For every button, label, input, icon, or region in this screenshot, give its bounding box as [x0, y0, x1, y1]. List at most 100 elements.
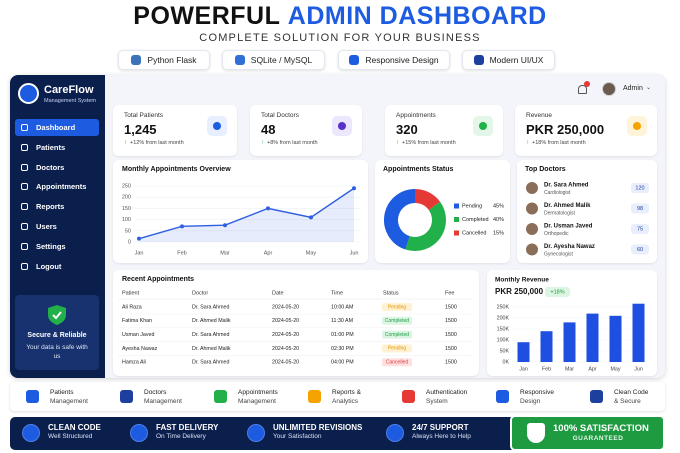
- menu-label: Dashboard: [36, 123, 76, 132]
- y-tick-label: 250: [122, 183, 131, 189]
- doctor-specialty: Dermatologist: [544, 210, 575, 216]
- stat-icon: [207, 116, 227, 136]
- table-cell: 2024-05-20: [272, 332, 299, 338]
- line-point: [223, 223, 227, 228]
- stat-label: Total Patients: [124, 112, 164, 119]
- table-card: [113, 270, 479, 376]
- table-cell: 2024-05-20: [272, 318, 299, 324]
- banner-subtitle: Well Structured: [48, 433, 93, 440]
- user-avatar[interactable]: [602, 82, 616, 96]
- table-cell: 2024-05-20: [272, 360, 299, 366]
- donut-segment: [384, 189, 416, 250]
- menu-label: Settings: [36, 241, 66, 251]
- doctor-avatar: [526, 182, 538, 194]
- doctor-count: 75: [637, 226, 643, 232]
- user-name: Admin: [623, 85, 643, 92]
- tech-label: Python Flask: [147, 55, 197, 65]
- menu-item[interactable]: Logout: [15, 258, 99, 275]
- stat-card: Total Doctors 48 ↑ +8% from last month: [250, 105, 362, 156]
- stat-card: Revenue PKR 250,000 ↑ +18% from last month: [515, 105, 657, 156]
- status-pill: [382, 303, 412, 311]
- feature-icon: [26, 390, 39, 403]
- feature-title: Clean Code: [614, 389, 649, 396]
- bar: [517, 342, 530, 362]
- brand-logo: [18, 83, 39, 104]
- table-cell: 04:00 PM: [331, 360, 354, 366]
- status-pill: [382, 344, 412, 353]
- menu-item[interactable]: Dashboard: [15, 119, 99, 136]
- tech-label: Responsive Design: [365, 55, 439, 65]
- line-card: [113, 160, 368, 263]
- stat-value: 320: [396, 122, 418, 137]
- y-tick-label: 200K: [497, 315, 510, 321]
- table-cell: Dr. Ahmed Malik: [192, 346, 231, 352]
- table-cell: 1500: [445, 360, 457, 366]
- feature-subtitle: Design: [520, 398, 541, 405]
- table-cell: Ayesha Nawaz: [122, 346, 158, 352]
- guarantee-subtitle: GUARANTEED: [572, 435, 624, 442]
- status-pill: [382, 316, 412, 325]
- doctor-count: 60: [637, 247, 643, 253]
- menu-icon: [21, 203, 28, 211]
- x-tick-label: Mar: [565, 366, 574, 372]
- user-caret: ⌄: [646, 85, 652, 91]
- doctor-specialty: Cardiologist: [544, 190, 571, 196]
- menu-label: Appointments: [36, 182, 87, 192]
- feature-subtitle: Management: [144, 398, 182, 405]
- menu-icon: [21, 223, 28, 230]
- bar: [563, 322, 576, 362]
- doctor-name: Dr. Ahmed Malik: [544, 203, 591, 209]
- status-label: Pending: [388, 346, 407, 352]
- menu-item[interactable]: Appointments: [15, 178, 99, 195]
- menu-label: Users: [36, 222, 57, 231]
- feature-icon: [308, 390, 321, 403]
- feature-subtitle: Management: [238, 398, 276, 405]
- doctor-count: 120: [635, 185, 644, 191]
- card-title: Top Doctors: [525, 166, 566, 173]
- stat-value: PKR 250,000: [526, 122, 605, 137]
- status-label: Cancelled: [386, 360, 408, 366]
- stat-change: +15% from last month: [402, 140, 456, 146]
- banner-title: 24/7 SUPPORT: [412, 423, 469, 432]
- table-cell: 2024-05-20: [272, 304, 299, 310]
- notification-bell[interactable]: [578, 85, 587, 94]
- y-tick-label: 100K: [497, 337, 510, 343]
- y-tick-label: 200: [122, 195, 131, 201]
- x-tick-label: Jan: [135, 250, 144, 256]
- stat-label: Total Doctors: [261, 112, 299, 119]
- status-label: Completed: [385, 318, 409, 324]
- feature-icon: [214, 390, 227, 403]
- doctor-avatar: [526, 223, 538, 235]
- menu-item[interactable]: Patients: [15, 139, 99, 156]
- chart-title: Monthly Revenue: [495, 277, 549, 284]
- doctor-name: Dr. Usman Javed: [544, 224, 593, 230]
- legend-swatch: [454, 217, 459, 222]
- count-pill: [631, 203, 649, 214]
- stat-arrow: ↑: [396, 140, 399, 146]
- x-tick-label: Feb: [177, 250, 186, 256]
- menu-item[interactable]: Doctors: [15, 159, 99, 176]
- donut-segment: [414, 189, 441, 211]
- bar: [632, 303, 645, 362]
- x-tick-label: Apr: [588, 366, 596, 372]
- menu-item[interactable]: Settings: [15, 238, 99, 255]
- tech-icon: [473, 55, 484, 65]
- banner-title: FAST DELIVERY: [156, 423, 219, 432]
- legend-value: 15%: [493, 230, 504, 236]
- tech-label: Modern UI/UX: [489, 55, 544, 65]
- stat-change: +18% from last month: [532, 140, 586, 146]
- tech-label: SQLite / MySQL: [250, 55, 313, 65]
- legend-label: Cancelled: [462, 230, 486, 236]
- stat-value: 1,245: [124, 122, 157, 137]
- brand-tagline: Management System: [44, 98, 96, 104]
- x-tick-label: May: [610, 366, 620, 372]
- stat-arrow: ↑: [261, 140, 264, 146]
- menu-item[interactable]: Reports: [15, 198, 99, 215]
- menu-item[interactable]: Users: [15, 218, 99, 235]
- title-part: POWERFUL: [133, 2, 281, 30]
- features-row: [10, 382, 665, 411]
- title-part: ADMIN DASHBOARD: [287, 2, 547, 30]
- page-title: POWERFUL ADMIN DASHBOARD: [0, 2, 680, 31]
